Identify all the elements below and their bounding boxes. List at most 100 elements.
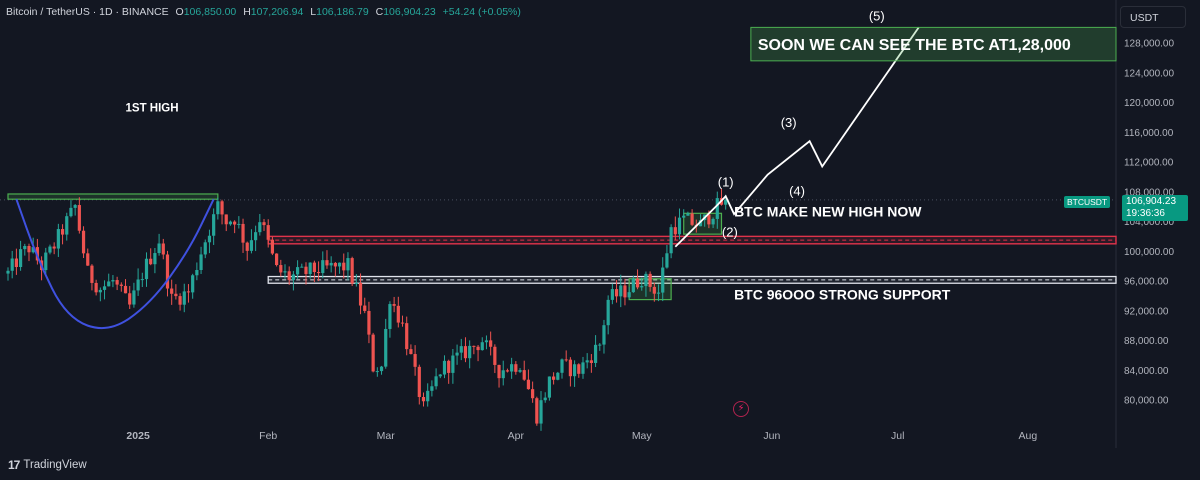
candle-body [363,305,367,311]
price-axis[interactable] [1116,0,1200,448]
candle-body [203,242,207,255]
candle-body [522,370,526,380]
annotation-new-high: BTC MAKE NEW HIGH NOW [734,203,922,219]
x-tick-label: May [632,430,653,442]
candle-body [505,370,510,372]
cup-curve[interactable] [15,198,215,330]
low-key: L [310,6,317,18]
symbol-title[interactable]: Bitcoin / TetherUS · 1D · BINANCE [6,6,169,18]
candle-body [581,362,585,374]
candle-body [707,214,711,225]
green-box-zone[interactable] [7,193,219,200]
candle-body [442,360,447,375]
elliott-wave-path[interactable] [674,26,920,248]
candle-body [333,262,337,267]
candle-body [577,364,581,374]
candle-body [690,213,694,225]
candle-body [430,386,434,391]
lightning-icon[interactable]: ⚡ [733,401,749,417]
candle-body [212,214,216,236]
candle-body [610,289,614,300]
candle-body [136,279,140,291]
candle-body [140,279,144,281]
symbol-header: Bitcoin / TetherUS · 1D · BINANCE O106,8… [6,6,521,18]
candle-body [233,221,237,225]
candle-body [514,364,518,372]
candle-body [56,229,60,249]
candle-body [300,266,304,268]
candle-body [94,282,98,293]
candle-body [614,289,619,297]
candle-body [52,246,56,249]
high-value: 107,206.94 [250,6,304,18]
candle-body [455,352,459,356]
y-tick-label: 104,000.00 [1124,217,1174,228]
candle-body [304,266,308,275]
candle-body [144,258,149,280]
candle-body [543,397,547,401]
tradingview-logo[interactable]: 17 TradingView [8,458,87,472]
candle-body [463,346,468,359]
candle-body [77,205,81,231]
candle-body [14,258,18,268]
wave-label: (5) [869,9,885,24]
candle-body [682,215,686,218]
candle-body [308,262,312,275]
candle-body [451,355,455,373]
candle-body [623,285,627,298]
candle-body [275,253,279,266]
candle-body [245,242,249,251]
x-tick-label: Aug [1019,430,1038,442]
tradingview-mark-icon: 17 [8,458,20,472]
candle-body [44,252,48,271]
open-value: 106,850.00 [183,6,237,18]
candle-body [86,253,90,266]
candle-body [287,271,291,281]
candle-body [291,274,295,281]
candle-body [220,201,224,215]
candle-body [224,214,228,225]
candle-body [472,345,476,347]
candle-body [10,258,14,271]
y-tick-label: 88,000.00 [1124,336,1169,347]
candle-body [388,304,392,329]
candle-body [627,292,631,298]
candle-body [195,270,199,276]
candle-body [69,207,73,217]
candle-body [18,249,23,268]
candle-body [119,284,123,286]
candle-body [652,286,656,294]
candle-body [673,227,677,235]
candle-body [279,265,283,273]
currency-button[interactable]: USDT [1120,6,1186,28]
y-tick-label: 92,000.00 [1124,306,1169,317]
y-tick-label: 80,000.00 [1124,396,1169,407]
candle-body [489,340,493,347]
symbol-price-tag: BTCUSDT [1064,196,1111,208]
candle-body [170,288,174,294]
candle-body [547,376,552,398]
target-banner[interactable] [750,26,1117,62]
candle-body [724,199,728,205]
x-tick-label: Jun [763,430,780,442]
candle-body [31,247,35,253]
y-tick-label: 108,000.00 [1124,187,1174,198]
candle-body [27,246,31,253]
candle-body [102,286,107,290]
candle-body [379,366,384,372]
candle-body [207,235,212,243]
candle-body [123,285,128,294]
candle-body [98,289,102,293]
candle-body [316,272,321,274]
candle-body [60,229,65,235]
candle-body [182,291,186,305]
candle-body [249,240,254,251]
y-tick-label: 120,000.00 [1124,98,1174,109]
candle-body [237,223,241,225]
candle-body [468,345,472,359]
candle-body [556,372,560,380]
candle-body [367,310,371,335]
candle-body [413,354,417,367]
candle-body [65,216,69,235]
